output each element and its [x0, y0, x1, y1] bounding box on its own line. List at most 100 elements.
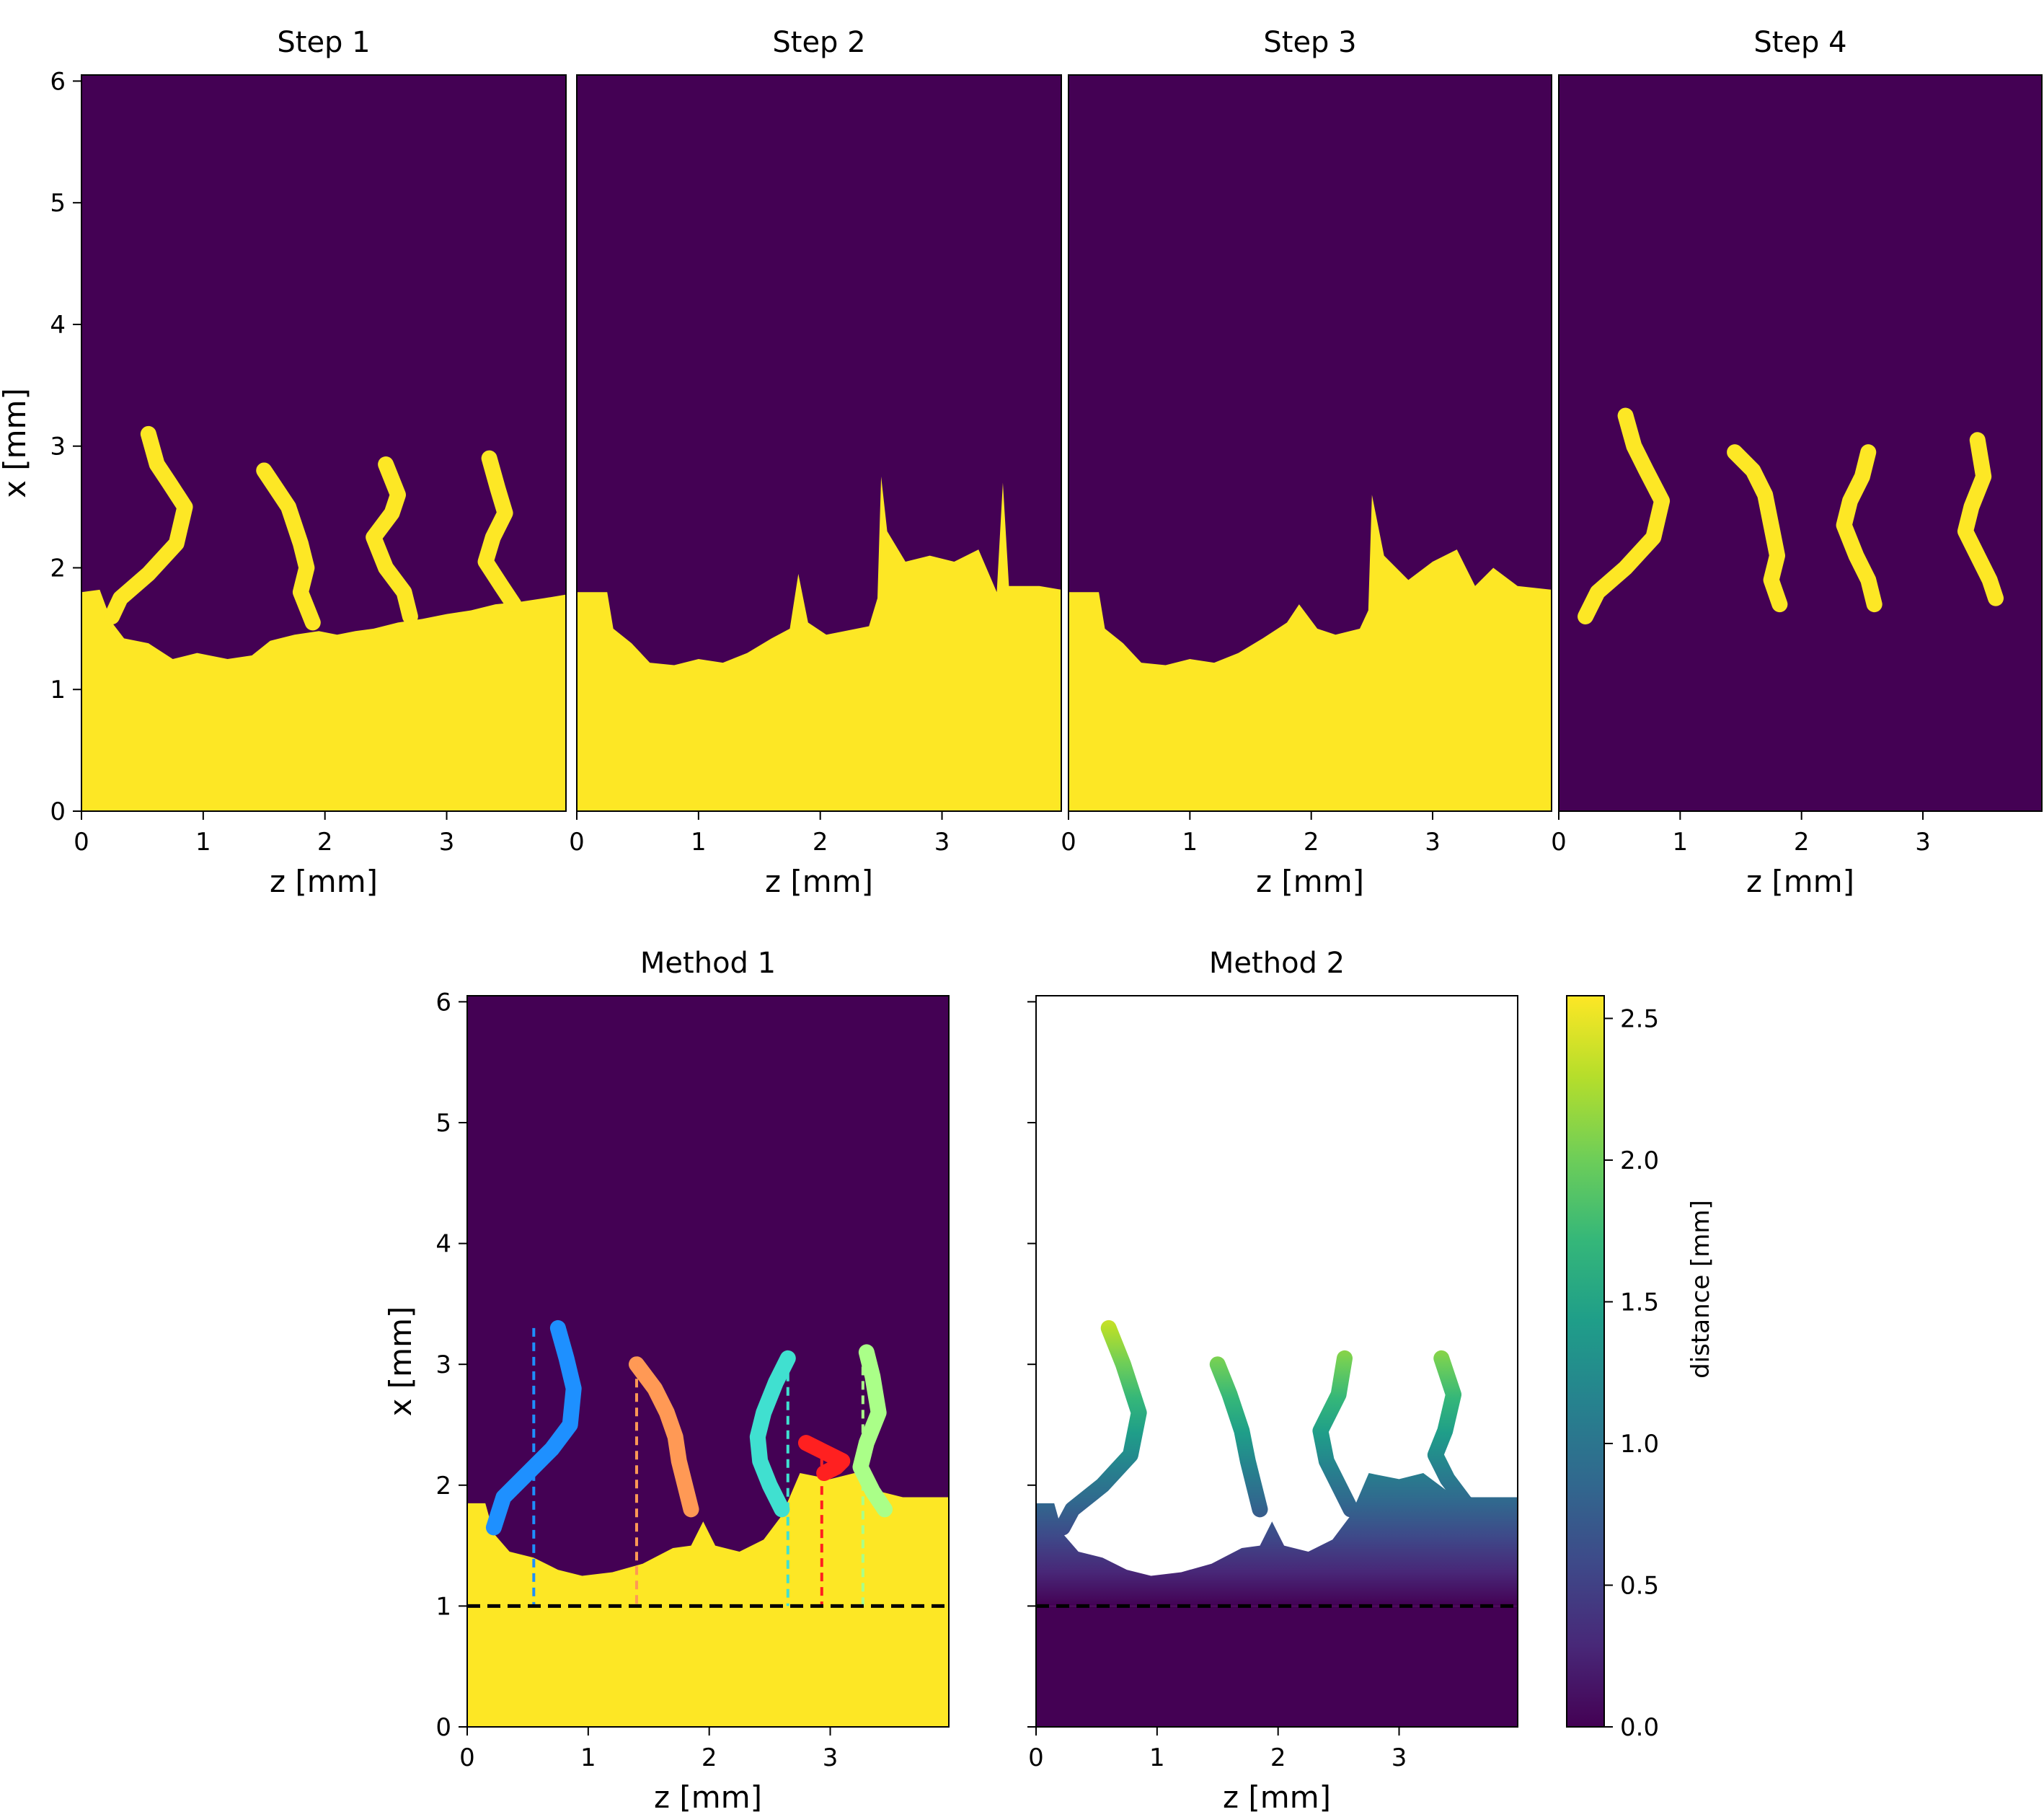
- colorbar-frame: [1566, 995, 1605, 1728]
- step2-xtick-label: 3: [934, 828, 950, 857]
- step4-finger-4: [1957, 432, 2004, 606]
- step3-xtick-label: 1: [1182, 828, 1198, 857]
- step4-xtick-label: 1: [1673, 828, 1689, 857]
- step1-finger-2: [256, 462, 321, 631]
- step3-xlabel: z [mm]: [1256, 864, 1364, 899]
- step1-finger-1: [104, 425, 193, 624]
- step2-xtick-label: 2: [813, 828, 828, 857]
- method2-finger-1: [1054, 1319, 1147, 1536]
- step3-xtick-label: 0: [1061, 828, 1076, 857]
- step1-front-region: [81, 589, 566, 811]
- method2-base-region: [1036, 1606, 1518, 1727]
- step2-frame: [576, 74, 1062, 812]
- method1-frame: [466, 995, 950, 1728]
- step2-front-region: [577, 476, 1061, 811]
- colorbar-tick-label: 1.0: [1620, 1430, 1659, 1459]
- step1-ytick-label: 3: [50, 433, 66, 461]
- step1-ytick-label: 5: [50, 189, 66, 218]
- method2-xtick-label: 0: [1028, 1743, 1044, 1772]
- method1-ylabel: x [mm]: [383, 1307, 418, 1417]
- step4-xtick-label: 3: [1915, 828, 1931, 857]
- method1-finger-1: [485, 1319, 582, 1536]
- step4-panel: Step 4 0 1 2 3 z [mm]: [1551, 26, 2043, 899]
- step1-xtick-label: 1: [195, 828, 211, 857]
- method2-xtick-label: 1: [1149, 1743, 1165, 1772]
- step4-finger-2: [1727, 444, 1788, 613]
- method1-xlabel: z [mm]: [654, 1780, 762, 1815]
- colorbar: 0.0 0.5 1.0 1.5 2.0 2.5 distance [mm]: [1566, 995, 1715, 1742]
- method2-image: [1036, 996, 1518, 1727]
- step2-panel: Step 2 0 1 2 3 z [mm]: [569, 26, 1062, 899]
- step2-xlabel: z [mm]: [765, 864, 873, 899]
- step1-finger-3: [366, 456, 418, 624]
- step3-xtick-label: 3: [1425, 828, 1441, 857]
- step1-ytick-label: 0: [50, 797, 66, 826]
- method1-front-region: [467, 1473, 949, 1727]
- method2-finger-4: [1427, 1350, 1474, 1511]
- method1-ytick-label: 0: [435, 1713, 451, 1742]
- step1-xtick-label: 3: [439, 828, 455, 857]
- step1-finger-4: [477, 450, 522, 613]
- method2-finger-2: [1209, 1356, 1268, 1518]
- method1-ytick-label: 5: [435, 1109, 451, 1138]
- step1-image: [81, 75, 566, 811]
- method2-xlabel: z [mm]: [1223, 1780, 1331, 1815]
- step1-ytick-label: 1: [50, 676, 66, 704]
- step3-image: [1069, 75, 1552, 811]
- step4-title: Step 4: [1753, 26, 1846, 59]
- step2-image: [577, 75, 1061, 811]
- colorbar-tick-label: 0.5: [1620, 1571, 1659, 1600]
- method1-ytick-label: 2: [435, 1472, 451, 1500]
- method2-panel: Method 2 0 1 2 3 z [mm]: [1027, 947, 1518, 1815]
- method1-finger-3: [749, 1350, 796, 1518]
- step4-xtick-label: 0: [1551, 828, 1567, 857]
- method2-finger-3: [1312, 1350, 1359, 1518]
- method1-image: [467, 996, 949, 1727]
- step1-xlabel: z [mm]: [270, 864, 378, 899]
- method2-title: Method 2: [1209, 947, 1345, 980]
- method1-xtick-label: 0: [459, 1743, 475, 1772]
- step1-ytick-label: 4: [50, 311, 66, 340]
- method1-ytick-label: 6: [435, 988, 451, 1017]
- step3-panel: Step 3 0 1 2 3 z [mm]: [1061, 26, 1552, 899]
- method1-finger-5: [852, 1344, 893, 1518]
- colorbar-tick-label: 2.0: [1620, 1146, 1659, 1175]
- step1-ytick-label: 2: [50, 554, 66, 583]
- colorbar-label: distance [mm]: [1686, 1200, 1715, 1379]
- step4-finger-1: [1578, 407, 1671, 624]
- method1-xtick-label: 2: [702, 1743, 717, 1772]
- method2-xtick-label: 3: [1392, 1743, 1407, 1772]
- step1-xtick-label: 2: [317, 828, 333, 857]
- method2-xtick-label: 2: [1270, 1743, 1286, 1772]
- method1-ytick-label: 1: [435, 1592, 451, 1621]
- step1-frame: [81, 74, 567, 812]
- colorbar-tick-label: 0.0: [1620, 1713, 1659, 1742]
- step3-xtick-label: 2: [1304, 828, 1319, 857]
- step1-ylabel: x [mm]: [0, 388, 32, 498]
- method2-front-region: [1036, 1473, 1518, 1606]
- step4-frame: [1558, 74, 2043, 812]
- method1-ytick-label: 4: [435, 1230, 451, 1259]
- step2-title: Step 2: [772, 26, 865, 59]
- method1-finger-4: [797, 1435, 851, 1482]
- step1-panel: Step 1 0 1 2 3 z [mm] 0 1 2 3 4 5 6 x [mm]: [0, 26, 567, 899]
- method1-ytick-label: 3: [435, 1350, 451, 1379]
- method1-finger-2: [628, 1356, 699, 1518]
- step4-image: [1559, 75, 2042, 811]
- step4-xtick-label: 2: [1794, 828, 1810, 857]
- step3-frame: [1068, 74, 1552, 812]
- method1-xtick-label: 1: [580, 1743, 596, 1772]
- step4-finger-3: [1836, 444, 1882, 613]
- colorbar-gradient: [1567, 996, 1604, 1727]
- step3-front-region: [1069, 495, 1552, 811]
- step1-ytick-label: 6: [50, 67, 66, 96]
- method2-frame: [1035, 995, 1518, 1728]
- step2-xtick-label: 0: [569, 828, 585, 857]
- method1-xtick-label: 3: [823, 1743, 839, 1772]
- colorbar-tick-label: 1.5: [1620, 1288, 1659, 1317]
- method1-panel: Method 1 0 1 2 3 z [mm] 0 1 2 3 4 5 6 x [mm]: [383, 947, 950, 1815]
- step2-xtick-label: 1: [691, 828, 707, 857]
- colorbar-tick-label: 2.5: [1620, 1004, 1659, 1033]
- method1-title: Method 1: [640, 947, 776, 980]
